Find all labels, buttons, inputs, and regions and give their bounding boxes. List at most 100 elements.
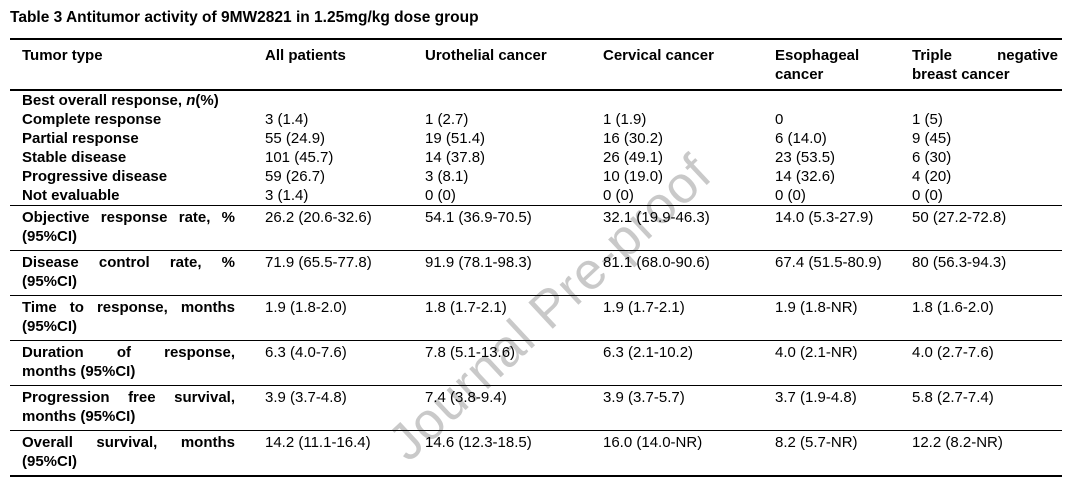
cell-urothelial-cancer: 7.4 (3.8-9.4) <box>425 385 603 431</box>
cell-cervical-cancer: 10 (19.0) <box>603 168 664 185</box>
cell-urothelial-cancer: 7.8 (5.1-13.6) <box>425 340 603 386</box>
cell-all-patients: 71.9 (65.5-77.8) <box>265 250 425 296</box>
table-row: Duration of response, months (95%CI) 6.3… <box>10 340 1062 386</box>
cell-esophageal-cancer: 0 <box>775 111 784 128</box>
cell-cervical-cancer: 32.1 (19.9-46.3) <box>603 205 775 251</box>
column-header-tnbc: Triple negative breast cancer <box>912 38 1062 91</box>
cell-cervical-cancer: 1.9 (1.7-2.1) <box>603 295 775 341</box>
row-label: Duration of response, months (95%CI) <box>10 340 265 386</box>
column-header-urothelial-cancer: Urothelial cancer <box>425 38 603 91</box>
cell-tnbc <box>912 90 1062 110</box>
column-header-esophageal-cancer: Esophageal cancer <box>775 38 912 91</box>
cell-esophageal-cancer: 67.4 (51.5-80.9) <box>775 250 912 296</box>
table-row: Progression free survival, months (95%CI… <box>10 385 1062 431</box>
cell-esophageal-cancer: 14 (32.6) <box>775 168 836 185</box>
cell-tnbc: 5.8 (2.7-7.4) <box>912 385 1062 431</box>
cell-urothelial-cancer: 14.6 (12.3-18.5) <box>425 430 603 477</box>
cell-esophageal-cancer: 0 (0) <box>775 186 912 206</box>
cell-esophageal-cancer: 6 (14.0) <box>775 130 827 147</box>
cell-tnbc: 4.0 (2.7-7.6) <box>912 340 1062 386</box>
cell-all-patients: 1.9 (1.8-2.0) <box>265 295 425 341</box>
cell-esophageal-cancer: 4.0 (2.1-NR) <box>775 340 912 386</box>
cell-esophageal-cancer: 3.7 (1.9-4.8) <box>775 385 912 431</box>
cell-urothelial-cancer: 3 (8.1) <box>425 168 469 185</box>
antitumor-activity-table: Tumor type All patients Urothelial cance… <box>10 38 1062 477</box>
row-label: Overall survival, months (95%CI) <box>10 430 265 477</box>
row-label: Partial response <box>22 130 139 147</box>
row-label: Progressive disease <box>22 168 168 185</box>
row-label: Best overall response, n(%) <box>10 90 265 110</box>
cell-tnbc: 0 (0) <box>912 186 1062 206</box>
cell-tnbc: 1.8 (1.6-2.0) <box>912 295 1062 341</box>
cell-esophageal-cancer <box>775 90 912 110</box>
cell-cervical-cancer: 3.9 (3.7-5.7) <box>603 385 775 431</box>
cell-cervical-cancer: 16 (30.2) <box>603 130 664 147</box>
column-header-tumor-type: Tumor type <box>10 38 265 91</box>
header-row: Tumor type All patients Urothelial cance… <box>10 38 1062 91</box>
cell-tnbc: 9 (45) <box>912 130 952 147</box>
cell-esophageal-cancer: 23 (53.5) <box>775 149 836 166</box>
row-label: Time to response, months (95%CI) <box>10 295 265 341</box>
row-label: Stable disease <box>22 149 127 166</box>
table-row: Time to response, months (95%CI) 1.9 (1.… <box>10 295 1062 341</box>
table-row: Complete response 3 (1.4) 1 (2.7) 1 (1.9… <box>10 110 1062 129</box>
cell-cervical-cancer: 6.3 (2.1-10.2) <box>603 340 775 386</box>
cell-tnbc: 6 (30) <box>912 149 952 166</box>
row-label-prefix: Best overall response, <box>22 92 187 109</box>
cell-all-patients <box>265 90 425 110</box>
cell-urothelial-cancer: 1 (2.7) <box>425 111 469 128</box>
cell-cervical-cancer: 26 (49.1) <box>603 149 664 166</box>
cell-all-patients: 6.3 (4.0-7.6) <box>265 340 425 386</box>
cell-urothelial-cancer: 0 (0) <box>425 186 603 206</box>
cell-cervical-cancer: 81.1 (68.0-90.6) <box>603 250 775 296</box>
table-row: Disease control rate, % (95%CI) 71.9 (65… <box>10 250 1062 296</box>
cell-esophageal-cancer: 14.0 (5.3-27.9) <box>775 205 912 251</box>
table-row: Best overall response, n(%) <box>10 90 1062 110</box>
cell-cervical-cancer: 1 (1.9) <box>603 111 647 128</box>
cell-urothelial-cancer: 54.1 (36.9-70.5) <box>425 205 603 251</box>
cell-cervical-cancer: 0 (0) <box>603 186 775 206</box>
table-header: Tumor type All patients Urothelial cance… <box>10 38 1062 91</box>
cell-urothelial-cancer <box>425 90 603 110</box>
cell-urothelial-cancer: 14 (37.8) <box>425 149 486 166</box>
row-label: Objective response rate, % (95%CI) <box>10 205 265 251</box>
column-header-cervical-cancer: Cervical cancer <box>603 38 775 91</box>
cell-esophageal-cancer: 1.9 (1.8-NR) <box>775 295 912 341</box>
cell-cervical-cancer: 16.0 (14.0-NR) <box>603 430 775 477</box>
row-label-italic: n <box>186 92 196 109</box>
cell-tnbc: 4 (20) <box>912 168 952 185</box>
cell-all-patients: 3.9 (3.7-4.8) <box>265 385 425 431</box>
cell-all-patients: 26.2 (20.6-32.6) <box>265 205 425 251</box>
cell-urothelial-cancer: 1.8 (1.7-2.1) <box>425 295 603 341</box>
table-row: Overall survival, months (95%CI) 14.2 (1… <box>10 430 1062 477</box>
table-row: Not evaluable 3 (1.4) 0 (0) 0 (0) 0 (0) … <box>10 186 1062 206</box>
cell-urothelial-cancer: 91.9 (78.1-98.3) <box>425 250 603 296</box>
cell-cervical-cancer <box>603 90 775 110</box>
column-header-all-patients: All patients <box>265 38 425 91</box>
table-row: Objective response rate, % (95%CI) 26.2 … <box>10 205 1062 251</box>
cell-all-patients: 3 (1.4) <box>265 111 309 128</box>
table-title: Table 3 Antitumor activity of 9MW2821 in… <box>10 9 479 26</box>
cell-tnbc: 1 (5) <box>912 111 943 128</box>
cell-urothelial-cancer: 19 (51.4) <box>425 130 486 147</box>
cell-all-patients: 59 (26.7) <box>265 168 326 185</box>
table-body: Best overall response, n(%) Complete res… <box>10 90 1062 477</box>
cell-esophageal-cancer: 8.2 (5.7-NR) <box>775 430 912 477</box>
table-row: Partial response 55 (24.9) 19 (51.4) 16 … <box>10 129 1062 148</box>
cell-all-patients: 14.2 (11.1-16.4) <box>265 430 425 477</box>
cell-all-patients: 101 (45.7) <box>265 149 334 166</box>
cell-tnbc: 80 (56.3-94.3) <box>912 250 1062 296</box>
cell-all-patients: 55 (24.9) <box>265 130 326 147</box>
row-label: Complete response <box>22 111 162 128</box>
cell-all-patients: 3 (1.4) <box>265 186 425 206</box>
table-row: Stable disease 101 (45.7) 14 (37.8) 26 (… <box>10 148 1062 167</box>
row-label-suffix: (%) <box>195 92 219 109</box>
row-label: Disease control rate, % (95%CI) <box>10 250 265 296</box>
row-label: Not evaluable <box>10 186 265 206</box>
row-label: Progression free survival, months (95%CI… <box>10 385 265 431</box>
cell-tnbc: 50 (27.2-72.8) <box>912 205 1062 251</box>
table-row: Progressive disease 59 (26.7) 3 (8.1) 10… <box>10 167 1062 186</box>
cell-tnbc: 12.2 (8.2-NR) <box>912 430 1062 477</box>
